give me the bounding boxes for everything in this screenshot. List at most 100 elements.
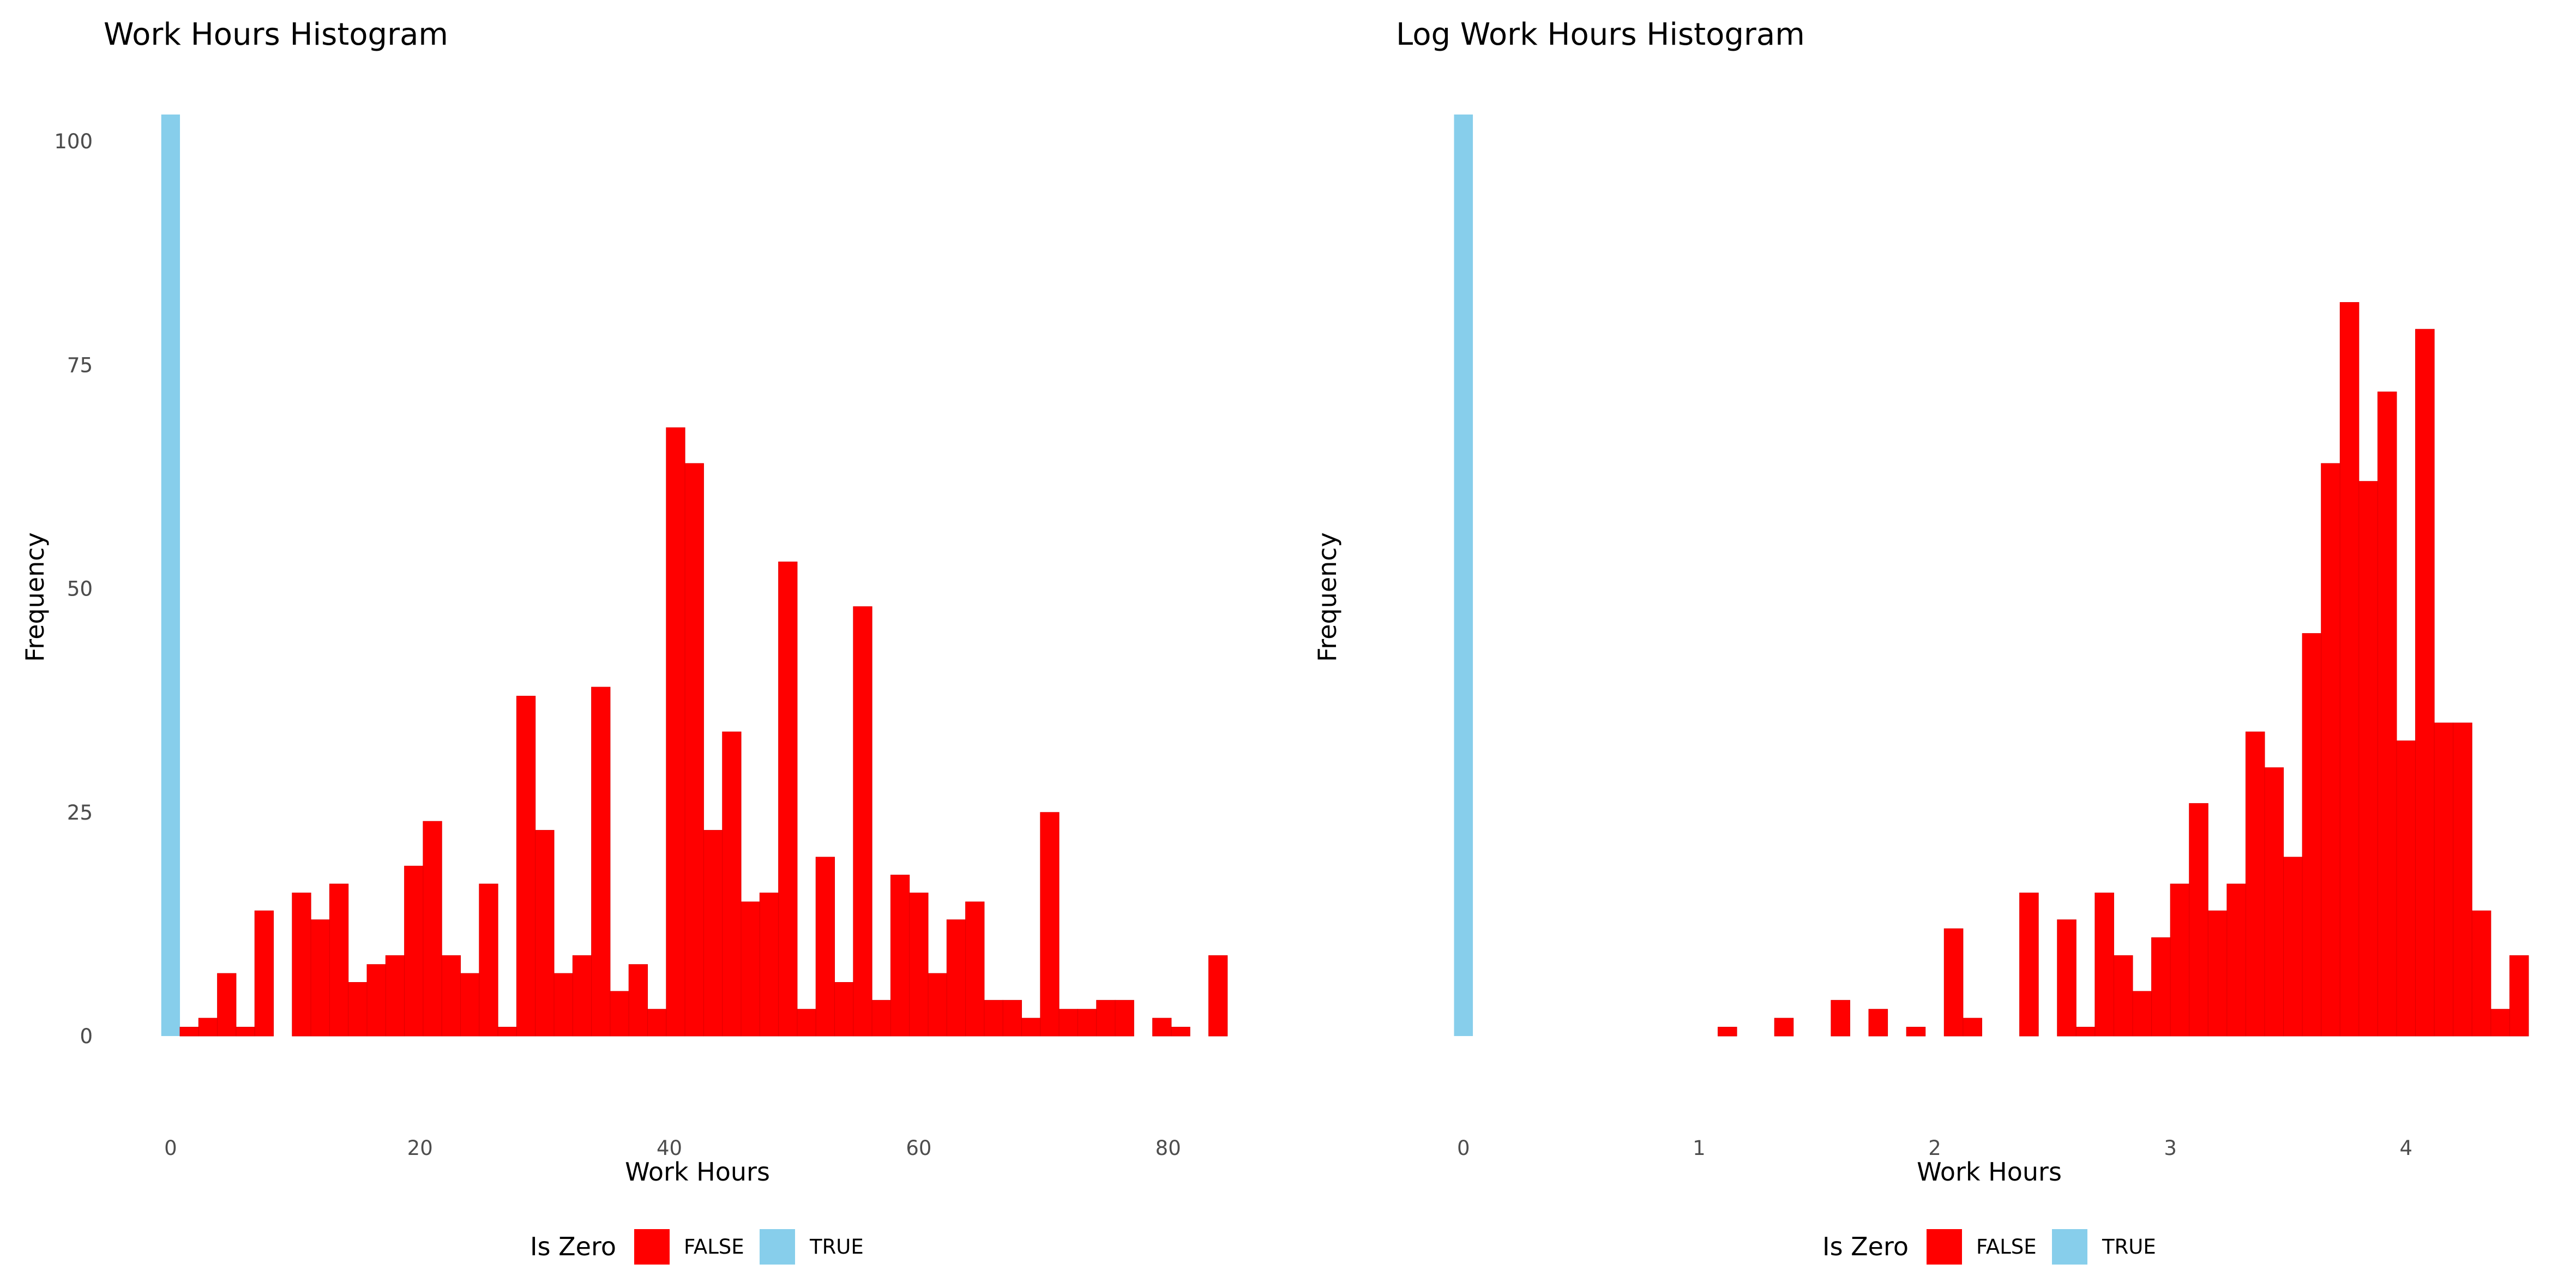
legend-label-false: FALSE: [684, 1235, 744, 1259]
bar-false: [1002, 1000, 1022, 1037]
bar-false: [1868, 1009, 1888, 1037]
bar-false: [1171, 1027, 1190, 1037]
bar-false: [1906, 1027, 1926, 1037]
bar-false: [2339, 302, 2360, 1037]
bar-false: [1077, 1009, 1097, 1037]
bar-false: [741, 901, 760, 1037]
bar-false: [2207, 910, 2228, 1037]
bar-false: [516, 695, 536, 1037]
bar-false: [815, 857, 835, 1037]
bar-false: [2283, 857, 2303, 1037]
bar-false: [1717, 1027, 1737, 1037]
bar-false: [2151, 937, 2171, 1037]
bar-false: [254, 910, 274, 1037]
y-tick-label: 100: [54, 130, 93, 153]
bar-false: [292, 892, 311, 1037]
bar-false: [460, 973, 480, 1037]
y-tick-labels: 0 25 50 75 100: [54, 130, 93, 1048]
y-tick-label: 50: [67, 577, 93, 601]
bar-false: [2396, 741, 2416, 1037]
legend-key-true: [760, 1229, 795, 1265]
bar-false: [2471, 910, 2491, 1037]
bar-false: [217, 973, 237, 1037]
bar-false: [1943, 928, 1964, 1037]
x-tick-label: 40: [657, 1136, 682, 1160]
bar-false: [591, 687, 611, 1037]
y-tick-label: 100: [54, 130, 93, 153]
chart-title: Log Work Hours Histogram: [1396, 17, 1805, 52]
bars: [1454, 115, 2529, 1037]
bar-false: [928, 973, 947, 1037]
bar-false: [1774, 1018, 1794, 1037]
x-tick-label: 20: [407, 1136, 433, 1160]
bar-false: [404, 865, 424, 1037]
y-tick-label: 75: [67, 353, 93, 377]
bar-false: [2019, 892, 2039, 1037]
legend-label-true: TRUE: [2102, 1235, 2156, 1259]
bar-false: [1115, 1000, 1134, 1037]
y-tick-label: 0: [80, 1025, 93, 1048]
bar-false: [535, 830, 555, 1037]
bar-false: [666, 427, 685, 1037]
bar-false: [2453, 723, 2472, 1037]
legend-title: Is Zero: [1822, 1232, 1909, 1261]
bar-false: [834, 982, 854, 1037]
x-axis-title: Work Hours: [625, 1157, 770, 1187]
bar-false: [1058, 1009, 1078, 1037]
bar-false: [722, 731, 742, 1037]
bar-false: [984, 1000, 1003, 1037]
bar-false: [2434, 723, 2454, 1037]
x-tick-label: 80: [1155, 1136, 1181, 1160]
legend-key-false: [634, 1229, 670, 1265]
bar-false: [553, 973, 573, 1037]
work-hours-panel: Work Hours Histogram 0 25 50 75 100 0 20 40 60 8…: [20, 17, 1228, 1265]
bar-false: [479, 883, 498, 1037]
bar-false: [871, 1000, 891, 1037]
bar-false: [2321, 463, 2340, 1037]
bar-false: [2509, 955, 2529, 1037]
bar-false: [2075, 1027, 2096, 1037]
bar-false: [909, 892, 929, 1037]
bar-true: [161, 115, 180, 1036]
bar-false: [2113, 955, 2133, 1037]
x-tick-label: 60: [906, 1136, 931, 1160]
bar-false: [1096, 1000, 1116, 1037]
x-axis-title: Work Hours: [1917, 1157, 2062, 1187]
bar-false: [965, 901, 985, 1037]
bar-false: [2094, 892, 2114, 1037]
bar-false: [1831, 1000, 1850, 1037]
x-tick-label: 0: [164, 1136, 177, 1160]
bar-false: [628, 964, 648, 1037]
bar-false: [348, 982, 368, 1037]
bar-true: [1454, 115, 1473, 1036]
bar-false: [2490, 1009, 2510, 1037]
bar-false: [703, 830, 723, 1037]
x-tick-labels: 0 20 40 60 80: [164, 1136, 1181, 1160]
legend-label-true: TRUE: [809, 1235, 864, 1259]
y-tick-labels: 0 25 50 75 100: [54, 130, 93, 1048]
bar-false: [759, 892, 779, 1037]
y-axis-title: Frequency: [1313, 532, 1342, 662]
chart-title: Work Hours Histogram: [104, 17, 448, 52]
y-tick-label: 0: [80, 1025, 93, 1048]
bar-false: [946, 919, 966, 1037]
bar-false: [684, 463, 704, 1037]
bar-false: [778, 561, 798, 1037]
bar-false: [1152, 1018, 1172, 1037]
legend-title: Is Zero: [530, 1232, 616, 1261]
bar-false: [497, 1027, 517, 1037]
x-tick-label: 4: [2400, 1136, 2413, 1160]
bar-false: [572, 955, 592, 1037]
bar-false: [2226, 883, 2246, 1037]
bar-false: [423, 821, 442, 1037]
legend-key-true: [2052, 1229, 2087, 1265]
legend: Is Zero FALSE TRUE: [1822, 1229, 2156, 1265]
x-tick-label: 2: [1928, 1136, 1941, 1160]
bar-false: [366, 964, 386, 1037]
bar-false: [2189, 803, 2208, 1037]
x-tick-labels: 0 1 2 3 4: [1457, 1136, 2412, 1160]
bars: [161, 115, 1228, 1037]
bar-false: [2358, 481, 2378, 1037]
y-tick-label: 25: [67, 801, 93, 824]
